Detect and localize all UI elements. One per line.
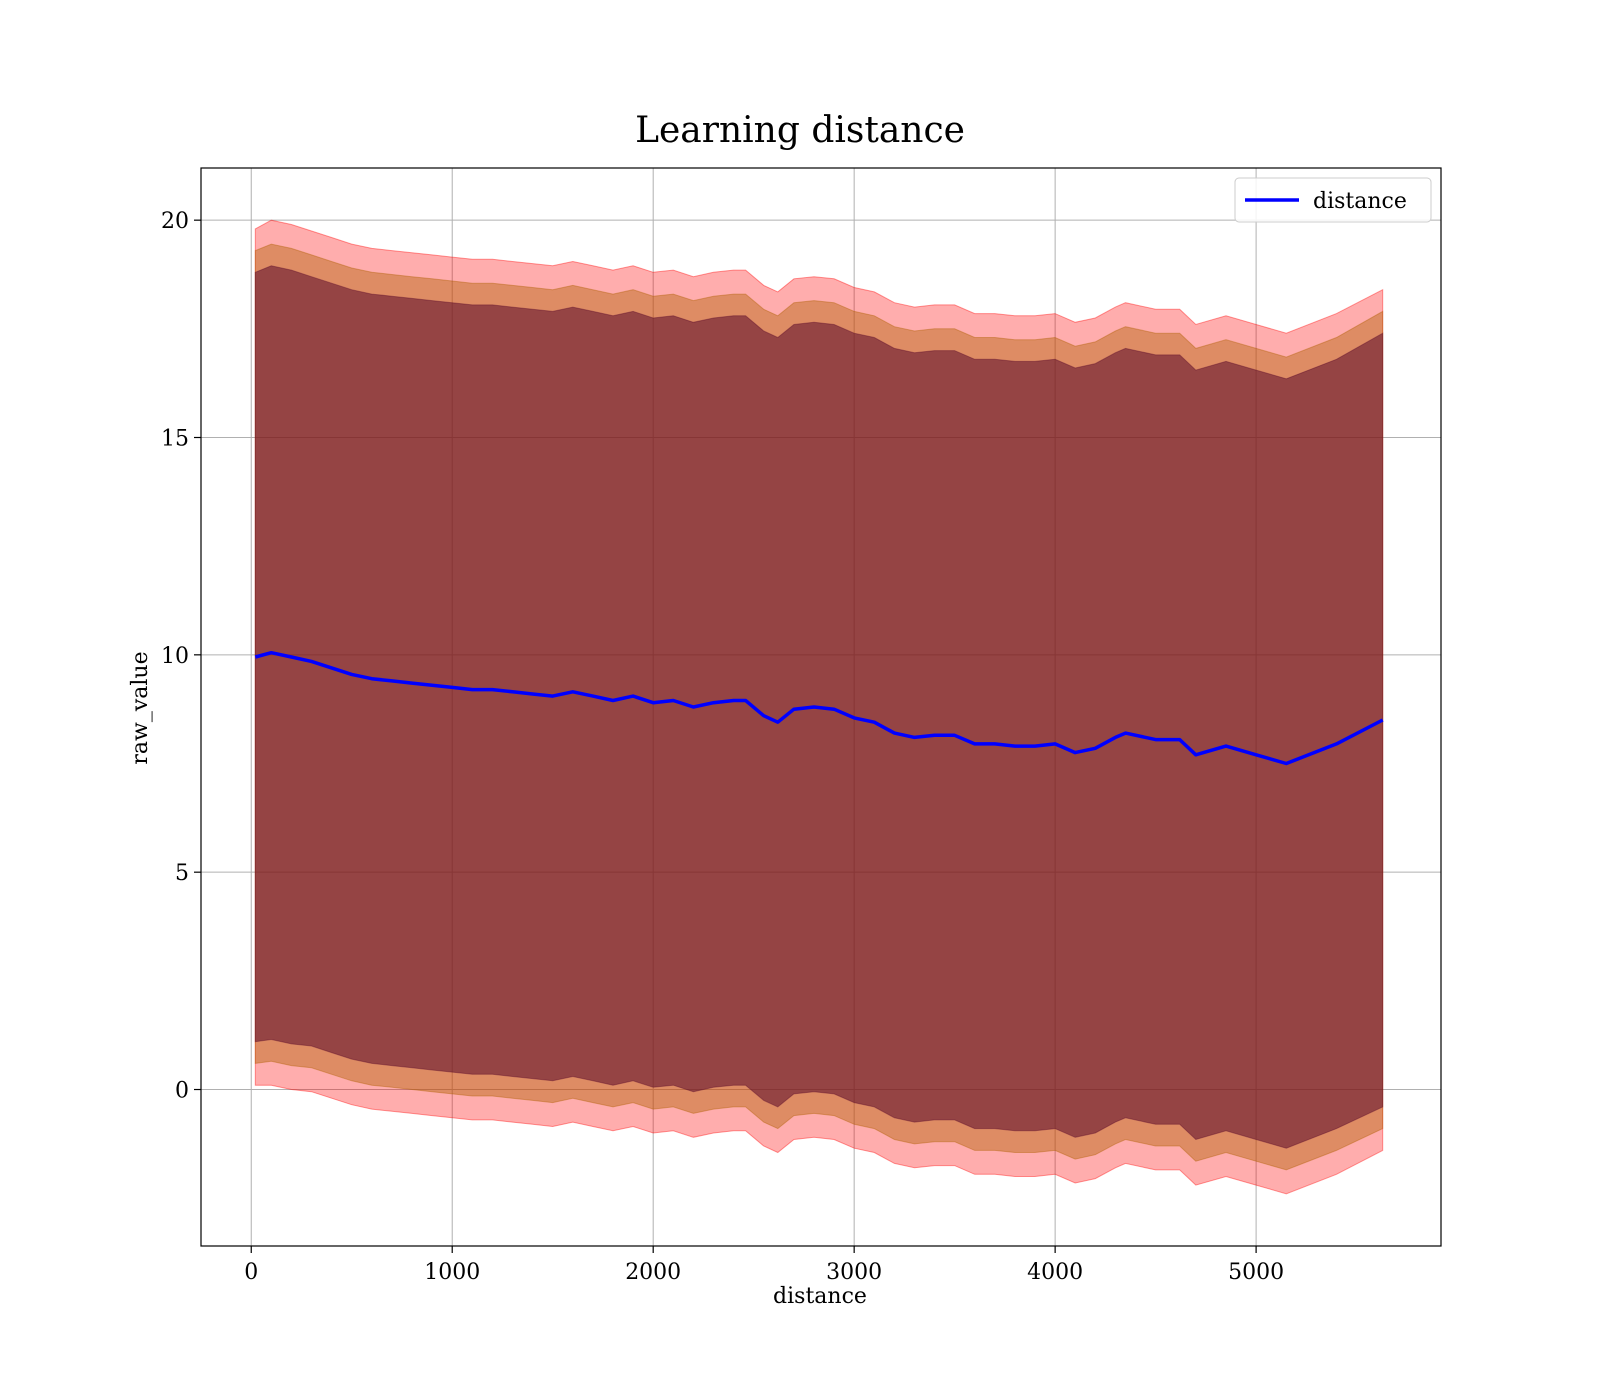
- x-axis-ticks: 0 1000 2000 3000 4000 5000: [244, 1246, 1284, 1285]
- x-tick-label: 1000: [424, 1260, 480, 1285]
- y-tick-label: 0: [175, 1079, 189, 1104]
- x-tick-label: 5000: [1228, 1260, 1284, 1285]
- y-axis-ticks: 0 5 10 15 20: [161, 209, 201, 1104]
- y-axis-label: raw_value: [128, 651, 153, 764]
- legend: distance: [1234, 177, 1432, 223]
- plot-area-frame: [200, 167, 1442, 1247]
- chart-title: Learning distance: [635, 110, 965, 151]
- y-tick-label: 15: [161, 427, 189, 452]
- x-tick-label: 2000: [625, 1260, 681, 1285]
- y-tick-label: 10: [161, 644, 189, 669]
- series-lines: [254, 650, 1384, 766]
- x-tick-label: 0: [244, 1260, 258, 1285]
- legend-box: [1234, 177, 1432, 223]
- y-tick-label: 5: [175, 861, 189, 886]
- x-tick-label: 4000: [1027, 1260, 1083, 1285]
- y-tick-label: 20: [161, 209, 189, 234]
- x-axis-label: distance: [773, 1284, 867, 1309]
- legend-label: distance: [1313, 189, 1407, 214]
- series-line-distance: [254, 650, 1384, 766]
- x-tick-label: 3000: [826, 1260, 882, 1285]
